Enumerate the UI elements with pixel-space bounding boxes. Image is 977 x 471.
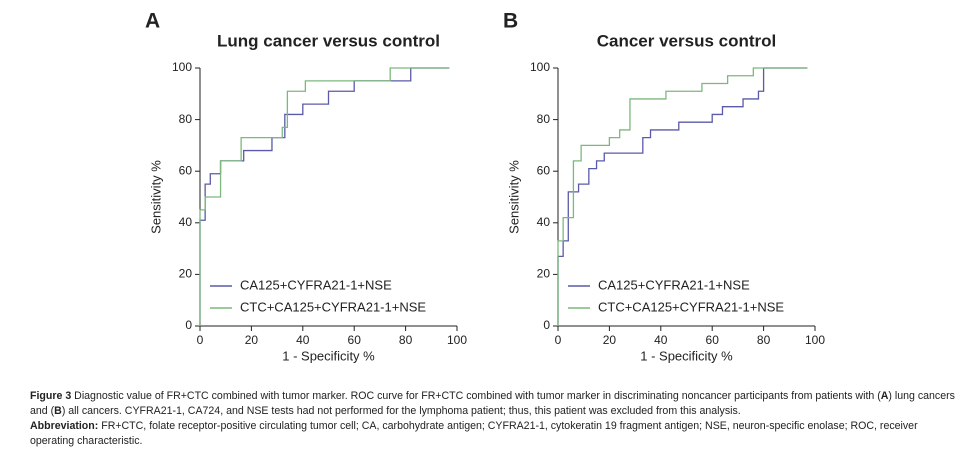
y-tick-label: 100 bbox=[530, 60, 550, 74]
y-tick-label: 0 bbox=[543, 318, 550, 332]
y-tick-label: 0 bbox=[185, 318, 192, 332]
panel-ref: B bbox=[54, 405, 62, 417]
legend-label: CTC+CA125+CYFRA21-1+NSE bbox=[598, 299, 784, 314]
caption-text: ) lung cancers and ( bbox=[30, 390, 955, 417]
x-tick-label: 100 bbox=[447, 333, 467, 347]
x-axis-label: 1 - Specificity % bbox=[282, 348, 375, 363]
abbreviation-text: FR+CTC, folate receptor-positive circula… bbox=[30, 420, 918, 447]
figure-label: Figure 3 bbox=[30, 390, 72, 402]
y-tick-label: 100 bbox=[172, 60, 192, 74]
panel-label: B bbox=[503, 10, 518, 33]
roc-curve bbox=[199, 67, 450, 326]
y-tick-label: 20 bbox=[179, 267, 193, 281]
roc-curve bbox=[557, 67, 808, 326]
x-tick-label: 20 bbox=[603, 333, 617, 347]
x-tick-label: 0 bbox=[555, 333, 562, 347]
x-tick-label: 80 bbox=[757, 333, 771, 347]
y-tick-label: 40 bbox=[537, 215, 551, 229]
y-tick-label: 60 bbox=[179, 163, 193, 177]
chart-panel: A Lung cancer versus control 1 - Specifici… bbox=[145, 10, 467, 364]
panel-label: A bbox=[145, 10, 160, 33]
legend-label: CTC+CA125+CYFRA21-1+NSE bbox=[240, 299, 426, 314]
y-tick-label: 80 bbox=[537, 112, 551, 126]
chart-panel: B Cancer versus control 1 - Specificity % S… bbox=[503, 10, 825, 364]
y-tick-label: 40 bbox=[179, 215, 193, 229]
x-tick-label: 40 bbox=[296, 333, 310, 347]
y-tick-label: 20 bbox=[537, 267, 551, 281]
abbreviation-label: Abbreviation: bbox=[30, 420, 99, 432]
legend-label: CA125+CYFRA21-1+NSE bbox=[240, 277, 392, 292]
x-tick-label: 0 bbox=[197, 333, 204, 347]
x-tick-label: 60 bbox=[348, 333, 362, 347]
x-axis-label: 1 - Specificity % bbox=[640, 348, 733, 363]
y-tick-label: 80 bbox=[179, 112, 193, 126]
y-tick-label: 60 bbox=[537, 163, 551, 177]
chart-title: Lung cancer versus control bbox=[217, 31, 440, 50]
x-tick-label: 20 bbox=[245, 333, 259, 347]
abbreviations: Abbreviation: FR+CTC, folate receptor-po… bbox=[30, 419, 955, 449]
x-tick-label: 80 bbox=[399, 333, 413, 347]
y-axis-label: Sensitivity % bbox=[148, 160, 163, 234]
caption-text: Diagnostic value of FR+CTC combined with… bbox=[71, 390, 881, 402]
x-tick-label: 100 bbox=[805, 333, 825, 347]
chart-title: Cancer versus control bbox=[597, 31, 777, 50]
x-tick-label: 40 bbox=[654, 333, 668, 347]
roc-curve bbox=[557, 67, 808, 326]
caption-text: ) all cancers. CYFRA21-1, CA724, and NSE… bbox=[61, 405, 741, 417]
x-tick-label: 60 bbox=[706, 333, 720, 347]
caption-paragraph: Figure 3 Diagnostic value of FR+CTC comb… bbox=[30, 389, 955, 419]
caption: Figure 3 Diagnostic value of FR+CTC comb… bbox=[30, 389, 955, 449]
y-axis-label: Sensitivity % bbox=[506, 160, 521, 234]
figure: A Lung cancer versus control 1 - Specifici… bbox=[145, 10, 825, 364]
panel-ref: A bbox=[880, 390, 889, 402]
legend-label: CA125+CYFRA21-1+NSE bbox=[598, 277, 750, 292]
